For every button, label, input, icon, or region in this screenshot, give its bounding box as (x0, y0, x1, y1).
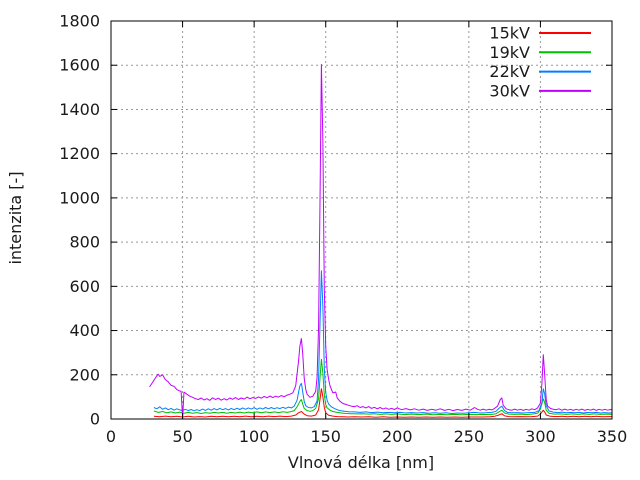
y-tick-label: 1200 (59, 144, 100, 163)
data-series (149, 64, 613, 419)
y-tick-label: 1400 (59, 100, 100, 119)
y-axis-title: intenzita [-] (6, 171, 25, 264)
legend-label-30kV: 30kV (489, 81, 530, 100)
legend-label-15kV: 15kV (489, 24, 530, 43)
x-tick-label: 150 (310, 427, 341, 446)
plot-frame (110, 20, 613, 420)
y-tick-label: 1600 (59, 56, 100, 75)
legend-label-22kV: 22kV (489, 62, 530, 81)
y-tick-label: 800 (69, 233, 100, 252)
y-tick-labels: 0 200 400 600 800 1000 1200 1400 1600 1800 (59, 12, 100, 429)
series-line-19kV (153, 358, 613, 416)
x-tick-label: 50 (172, 427, 192, 446)
axis-ticks (110, 20, 613, 420)
y-tick-label: 600 (69, 277, 100, 296)
grid-lines (111, 21, 612, 419)
x-tick-label: 0 (106, 427, 116, 446)
y-tick-label: 1800 (59, 12, 100, 31)
series-line-30kV (149, 64, 613, 419)
series-line-15kV (153, 388, 612, 418)
x-tick-label: 300 (525, 427, 556, 446)
y-tick-label: 0 (90, 410, 100, 429)
legend-label-19kV: 19kV (489, 43, 530, 62)
plot-border (110, 20, 613, 420)
x-tick-label: 200 (382, 427, 413, 446)
y-tick-label: 400 (69, 321, 100, 340)
series-line-22kV (153, 270, 613, 414)
x-tick-label: 100 (239, 427, 270, 446)
x-tick-label: 250 (454, 427, 485, 446)
x-tick-label: 350 (597, 427, 628, 446)
y-tick-label: 200 (69, 365, 100, 384)
x-axis-title: Vlnová délka [nm] (288, 453, 434, 472)
y-tick-label: 1000 (59, 188, 100, 207)
x-tick-labels: 0 50 100 150 200 250 300 350 (106, 427, 627, 446)
